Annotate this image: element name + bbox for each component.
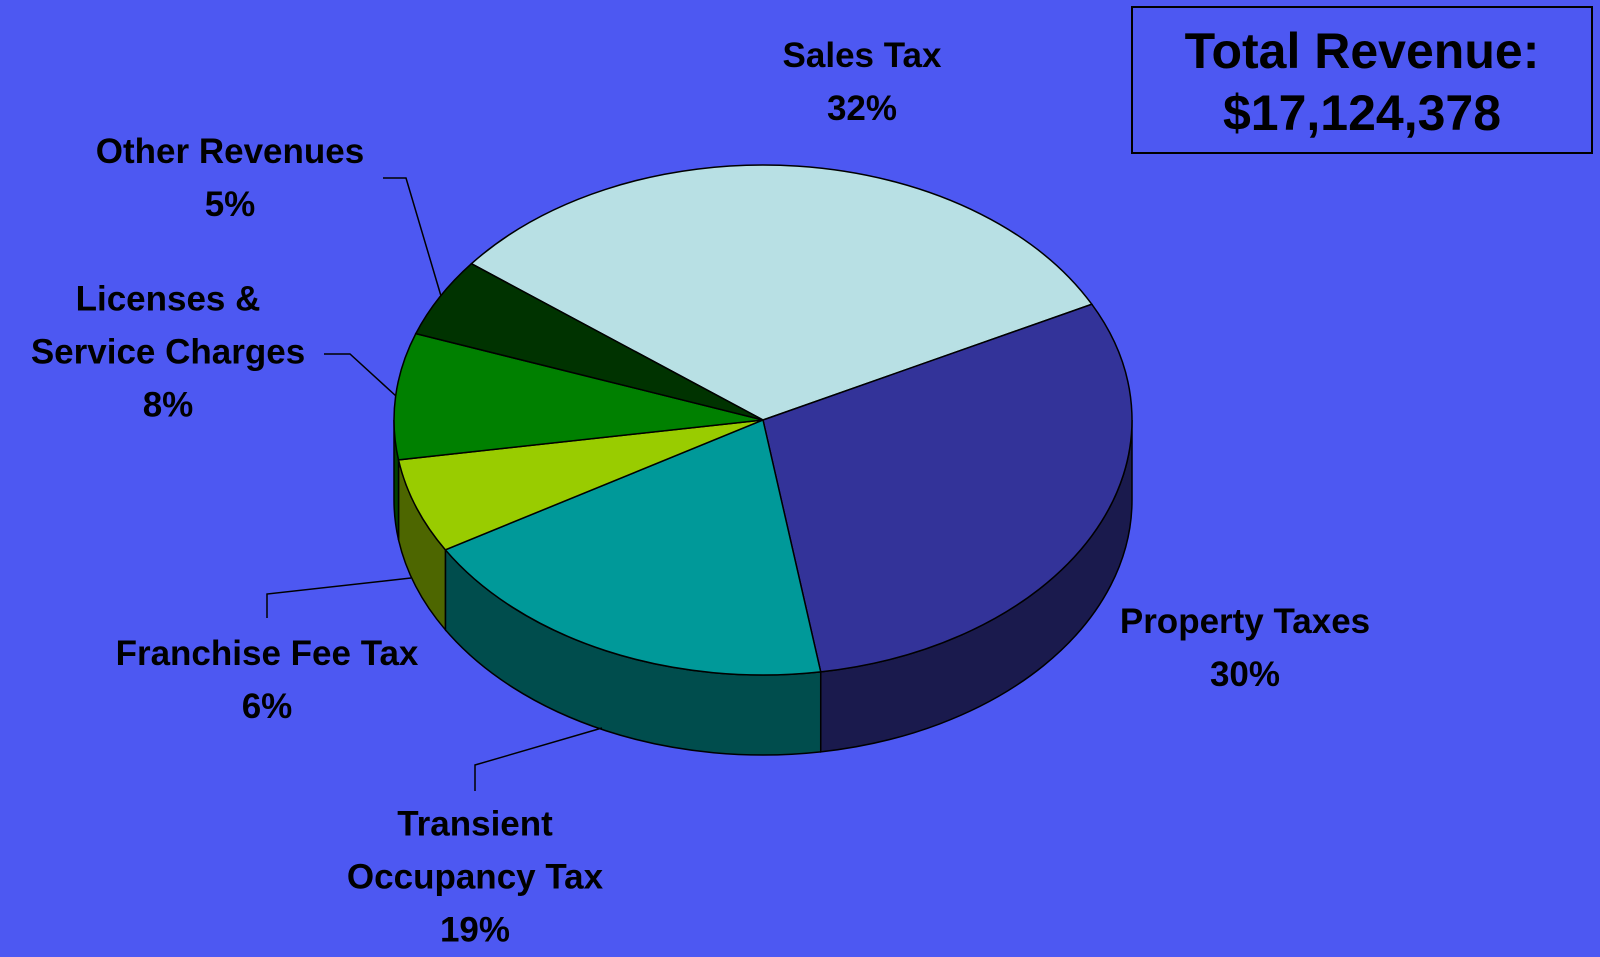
leader-line [474, 727, 603, 791]
slice [397, 419, 764, 551]
slice-label: Sales Tax 32% [783, 29, 942, 135]
slice-label: Transient Occupancy Tax 19% [347, 798, 603, 957]
leader-line [266, 577, 412, 618]
category-label: Licenses & Service Charges [30, 279, 306, 372]
category-label: Sales Tax [782, 36, 942, 75]
slice [414, 262, 764, 421]
value-label: 5% [204, 185, 256, 224]
total-label: Total Revenue: [1184, 23, 1540, 79]
category-label: Franchise Fee Tax [115, 634, 419, 673]
total-box: Total Revenue: $17,124,378 [1131, 6, 1593, 154]
value-label: 6% [241, 687, 293, 726]
slice [444, 418, 822, 676]
category-label: Other Revenues [95, 132, 365, 171]
leader-line [383, 177, 442, 297]
slice [470, 164, 1093, 421]
slice-label: Other Revenues 5% [96, 125, 364, 231]
total-value: $17,124,378 [1222, 85, 1502, 141]
value-label: 19% [439, 910, 511, 950]
leader-line [324, 353, 397, 397]
slice [762, 303, 1133, 673]
value-label: 30% [1209, 655, 1281, 694]
category-label: Property Taxes [1119, 602, 1371, 641]
value-label: 8% [142, 385, 194, 425]
category-label: Transient Occupancy Tax [346, 804, 604, 897]
slice-label: Franchise Fee Tax 6% [116, 627, 419, 733]
slice-label: Licenses & Service Charges 8% [31, 273, 305, 432]
slice-label: Property Taxes 30% [1120, 595, 1370, 701]
value-label: 32% [826, 89, 898, 128]
